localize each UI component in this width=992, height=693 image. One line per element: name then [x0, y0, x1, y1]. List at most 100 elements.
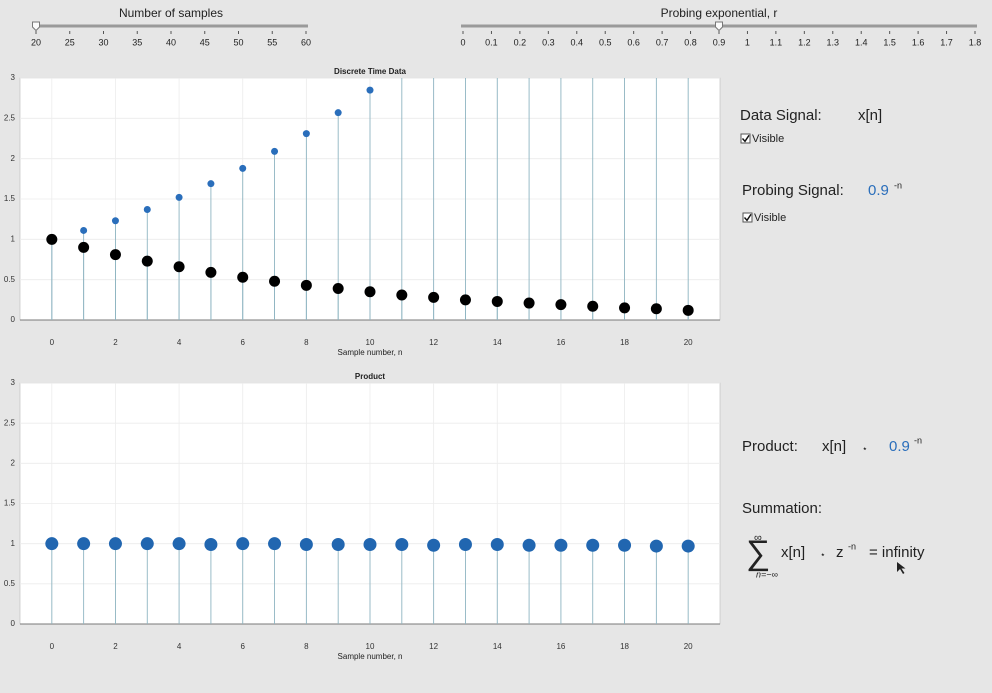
stem-series [46, 233, 694, 320]
checkbox-label[interactable]: Visible [754, 212, 786, 224]
check-mark [741, 134, 750, 143]
checkbox-label[interactable]: Visible [752, 133, 784, 145]
slider-tick-label: 1.4 [855, 37, 868, 47]
x-tick-label: 16 [556, 642, 565, 651]
stem-marker [173, 261, 185, 273]
slider-tick-label: 0 [460, 37, 465, 47]
stem-marker [300, 279, 312, 291]
y-tick-label: 0 [11, 315, 16, 324]
probing-base: 0.9 [868, 182, 889, 199]
x-tick-label: 12 [429, 338, 438, 347]
slider-tick-label: 0.4 [571, 37, 584, 47]
product-base: 0.9 [889, 438, 910, 455]
x-tick-label: 18 [620, 338, 629, 347]
y-tick-label: 2.5 [4, 418, 16, 427]
y-tick-label: 2 [11, 154, 16, 163]
product-operator: ⋆ [862, 443, 868, 453]
stem-marker [459, 294, 471, 306]
x-tick-label: 16 [556, 338, 565, 347]
x-tick-label: 20 [684, 642, 693, 651]
slider-tick-label: 60 [301, 37, 311, 47]
stem-marker [332, 283, 344, 295]
x-tick-label: 0 [50, 642, 55, 651]
stem-marker [364, 286, 376, 298]
slider-tick-label: 1.5 [883, 37, 896, 47]
x-tick-label: 18 [620, 642, 629, 651]
x-tick-label: 10 [366, 642, 375, 651]
sum-upper: ∞ [754, 532, 762, 544]
y-tick-label: 3 [11, 378, 16, 387]
chart-title: Discrete Time Data [334, 67, 406, 76]
product-exponent: -n [914, 435, 922, 445]
stem-series [45, 537, 695, 624]
stem-marker [109, 249, 121, 261]
slider-tick-label: 0.6 [627, 37, 640, 47]
y-tick-label: 3 [11, 73, 16, 82]
slider-tick-label: 55 [267, 37, 277, 47]
x-axis-label: Sample number, n [338, 348, 403, 357]
stem-marker [236, 537, 250, 551]
stem-marker [143, 205, 151, 213]
data-visible-checkbox[interactable]: Visible [740, 133, 784, 145]
check-mark [743, 213, 752, 222]
slider-tick-label: 1.7 [940, 37, 953, 47]
x-axis-label: Sample number, n [338, 652, 403, 661]
data-signal-label: Data Signal: [740, 107, 822, 124]
stem-marker [363, 537, 377, 551]
slider-tick-label: 1 [745, 37, 750, 47]
sum-symbol: ∑ [746, 534, 770, 572]
probing-exponent: -n [894, 180, 902, 190]
stem-marker [77, 537, 91, 551]
stem-marker [111, 217, 119, 225]
stem-marker [491, 295, 503, 307]
checkbox-box[interactable] [742, 212, 753, 223]
stem-marker [682, 304, 694, 316]
stem-marker [523, 297, 535, 309]
stem-marker [555, 299, 567, 311]
y-tick-label: 1 [11, 539, 16, 548]
stem-marker [522, 538, 536, 552]
stem-marker [46, 233, 58, 245]
stem-marker [302, 130, 310, 138]
stem-marker [175, 193, 183, 201]
slider-tick-label: 1.8 [969, 37, 982, 47]
stem-marker [269, 275, 281, 287]
probing-visible-checkbox[interactable]: Visible [742, 212, 786, 224]
slider-track[interactable] [34, 24, 308, 28]
sum-z: z [836, 544, 844, 561]
slider-tick-label: 0.2 [514, 37, 527, 47]
stem-marker [108, 537, 122, 551]
x-tick-label: 12 [429, 642, 438, 651]
slider-thumb[interactable] [32, 21, 40, 32]
slider-tick-label: 35 [132, 37, 142, 47]
slider-tick-label: 45 [200, 37, 210, 47]
x-tick-label: 8 [304, 338, 309, 347]
slider-tick-label: 0.5 [599, 37, 612, 47]
checkbox-box[interactable] [740, 133, 751, 144]
stem-marker [586, 538, 600, 552]
y-tick-label: 2 [11, 458, 16, 467]
stem-marker [334, 109, 342, 117]
x-tick-label: 14 [493, 338, 502, 347]
stem-marker [395, 537, 409, 551]
y-tick-label: 1 [11, 234, 16, 243]
x-tick-label: 20 [684, 338, 693, 347]
stem-marker [268, 537, 282, 551]
slider-tick-label: 1.3 [827, 37, 840, 47]
product-label: Product: [742, 438, 798, 455]
slider-title: Probing exponential, r [661, 6, 778, 20]
stem-marker [80, 226, 88, 234]
probing-signal-label: Probing Signal: [742, 182, 844, 199]
slider-thumb[interactable] [715, 21, 723, 32]
slider-tick-label: 0.1 [485, 37, 498, 47]
slider-tick-label: 0.8 [684, 37, 697, 47]
stem-marker [618, 538, 632, 552]
slider-tick-label: 1.1 [770, 37, 783, 47]
stem-marker [650, 303, 662, 315]
stem-marker [554, 538, 568, 552]
stem-marker [427, 538, 441, 552]
y-tick-label: 2.5 [4, 113, 16, 122]
slider-tick-label: 30 [98, 37, 108, 47]
stem-marker [396, 289, 408, 301]
